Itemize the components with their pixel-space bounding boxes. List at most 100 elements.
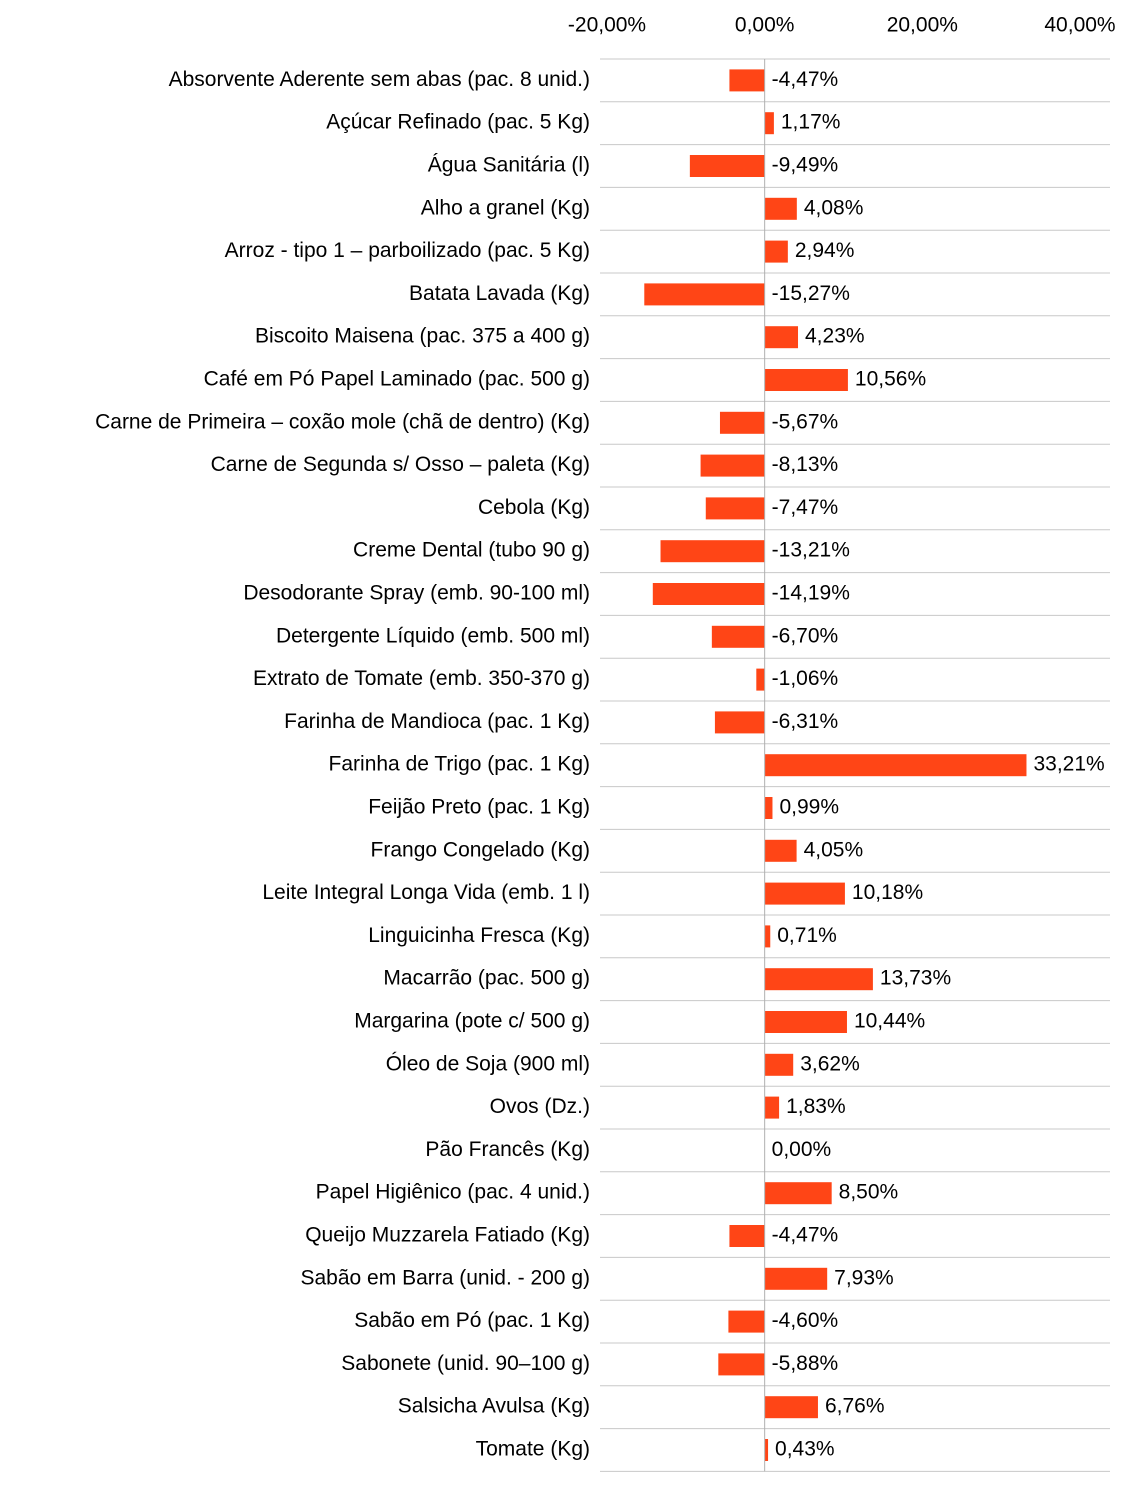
- bar: [764, 797, 773, 819]
- bar: [764, 240, 788, 263]
- bar: [729, 69, 765, 92]
- category-label: Linguicinha Fresca (Kg): [368, 924, 590, 947]
- category-label: Queijo Muzzarela Fatiado (Kg): [305, 1224, 590, 1247]
- x-tick-label: -20,00%: [568, 14, 646, 37]
- category-label: Biscoito Maisena (pac. 375 a 400 g): [255, 325, 590, 348]
- bar: [764, 882, 845, 905]
- bar: [764, 968, 873, 991]
- bar: [729, 1225, 765, 1247]
- value-label: -1,06%: [772, 667, 839, 690]
- value-label: 4,05%: [804, 838, 864, 861]
- value-label: 33,21%: [1033, 753, 1104, 776]
- bar: [644, 283, 765, 306]
- value-label: -14,19%: [772, 582, 850, 605]
- category-label: Pão Francês (Kg): [425, 1138, 590, 1161]
- bar: [764, 1182, 832, 1205]
- bar: [764, 1439, 769, 1461]
- bar: [764, 1396, 818, 1419]
- category-label: Sabão em Barra (unid. - 200 g): [301, 1266, 591, 1289]
- x-tick-label: 20,00%: [887, 14, 958, 37]
- bar: [756, 668, 765, 691]
- value-label: -9,49%: [772, 154, 839, 177]
- bar: [764, 1267, 828, 1290]
- category-label: Água Sanitária (l): [428, 154, 590, 177]
- value-label: 2,94%: [795, 239, 855, 262]
- value-label: 0,99%: [779, 796, 839, 819]
- value-label: 8,50%: [839, 1181, 899, 1204]
- value-label: 13,73%: [880, 967, 951, 990]
- value-label: 0,00%: [772, 1138, 832, 1161]
- x-tick-label: 0,00%: [735, 14, 795, 37]
- bar: [764, 925, 771, 948]
- category-label: Sabonete (unid. 90–100 g): [341, 1352, 590, 1375]
- value-label: 10,44%: [854, 1010, 925, 1033]
- category-label: Creme Dental (tubo 90 g): [353, 539, 590, 562]
- value-label: -4,60%: [772, 1309, 839, 1332]
- category-label: Desodorante Spray (emb. 90-100 ml): [243, 582, 590, 605]
- value-label: -6,70%: [772, 624, 839, 647]
- value-label: 10,18%: [852, 881, 923, 904]
- bar: [764, 112, 774, 135]
- category-label: Carne de Primeira – coxão mole (chã de d…: [95, 410, 590, 433]
- bar: [714, 711, 765, 734]
- category-label: Ovos (Dz.): [490, 1095, 590, 1118]
- category-label: Óleo de Soja (900 ml): [386, 1052, 590, 1075]
- value-label: 3,62%: [800, 1052, 860, 1075]
- bar: [705, 497, 765, 520]
- bar: [764, 197, 797, 220]
- value-label: 1,17%: [781, 111, 841, 134]
- value-label: -5,67%: [772, 410, 839, 433]
- category-label: Batata Lavada (Kg): [409, 282, 590, 305]
- bar: [764, 1096, 780, 1119]
- value-label: -5,88%: [772, 1352, 839, 1375]
- value-label: 4,23%: [805, 325, 865, 348]
- category-label: Feijão Preto (pac. 1 Kg): [368, 796, 590, 819]
- bar: [711, 625, 765, 648]
- category-label: Margarina (pote c/ 500 g): [354, 1010, 590, 1033]
- bar: [764, 369, 848, 391]
- category-label: Macarrão (pac. 500 g): [383, 967, 590, 990]
- category-label: Cebola (Kg): [478, 496, 590, 519]
- value-label: 4,08%: [804, 196, 864, 219]
- bar: [764, 326, 799, 349]
- category-label: Tomate (Kg): [476, 1438, 590, 1461]
- bar: [728, 1310, 765, 1333]
- x-tick-label: 40,00%: [1044, 14, 1115, 37]
- bar: [718, 1353, 765, 1376]
- category-label: Farinha de Mandioca (pac. 1 Kg): [284, 710, 590, 733]
- bar: [660, 540, 765, 563]
- value-label: 6,76%: [825, 1395, 885, 1418]
- category-label: Extrato de Tomate (emb. 350-370 g): [253, 667, 590, 690]
- value-label: 7,93%: [834, 1266, 894, 1289]
- bar: [764, 1053, 794, 1076]
- bar: [764, 1011, 847, 1033]
- value-label: -4,47%: [772, 1224, 839, 1247]
- bar: [652, 583, 765, 605]
- value-label: 0,43%: [775, 1438, 835, 1461]
- value-label: -6,31%: [772, 710, 839, 733]
- category-label: Café em Pó Papel Laminado (pac. 500 g): [204, 368, 590, 391]
- category-label: Leite Integral Longa Vida (emb. 1 l): [262, 881, 590, 904]
- bar: [689, 155, 765, 177]
- value-label: 10,56%: [855, 368, 926, 391]
- category-label: Farinha de Trigo (pac. 1 Kg): [329, 753, 590, 776]
- category-label: Absorvente Aderente sem abas (pac. 8 uni…: [169, 68, 590, 91]
- bar: [764, 839, 797, 862]
- category-label: Frango Congelado (Kg): [371, 838, 590, 861]
- category-label: Açúcar Refinado (pac. 5 Kg): [326, 111, 590, 134]
- value-label: -4,47%: [772, 68, 839, 91]
- bar: [700, 454, 765, 477]
- value-label: 1,83%: [786, 1095, 846, 1118]
- value-label: -13,21%: [772, 539, 850, 562]
- value-label: -8,13%: [772, 453, 839, 476]
- bar: [719, 411, 765, 434]
- category-label: Alho a granel (Kg): [421, 196, 590, 219]
- category-label: Carne de Segunda s/ Osso – paleta (Kg): [211, 453, 590, 476]
- value-label: -7,47%: [772, 496, 839, 519]
- category-label: Arroz - tipo 1 – parboilizado (pac. 5 Kg…: [225, 239, 590, 262]
- bar: [764, 754, 1027, 777]
- category-label: Papel Higiênico (pac. 4 unid.): [316, 1181, 590, 1204]
- value-label: -15,27%: [772, 282, 850, 305]
- value-label: 0,71%: [777, 924, 837, 947]
